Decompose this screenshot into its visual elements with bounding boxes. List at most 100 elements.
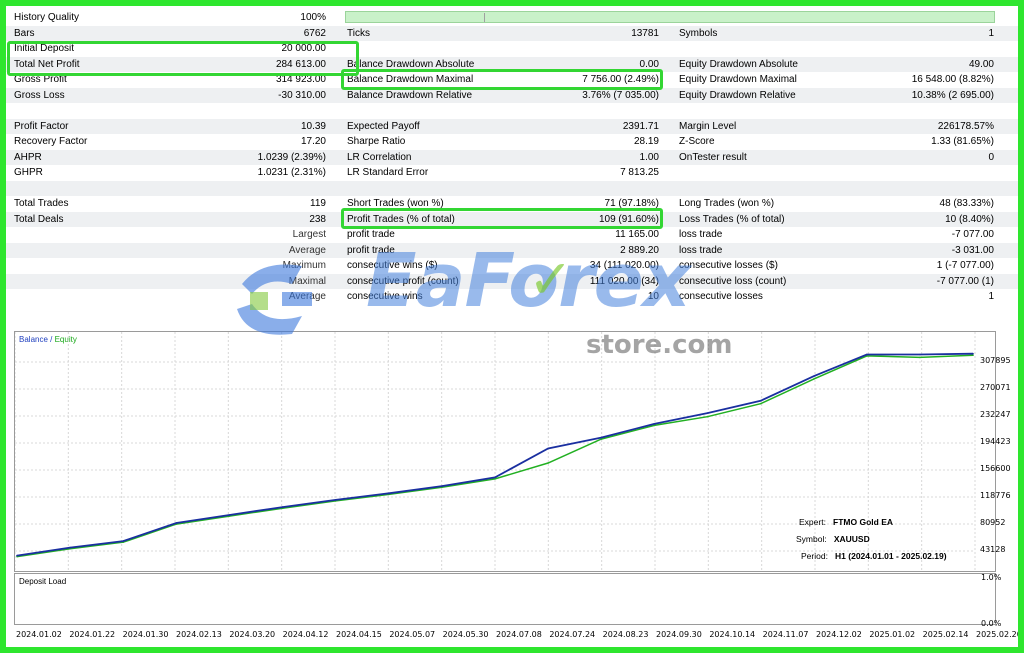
info-period: Period: H1 (2024.01.01 - 2025.02.19) [801, 551, 947, 561]
col3-value: 1 [988, 291, 994, 302]
x-tick-label: 2024.05.30 [442, 630, 489, 639]
col3-value: -7 077.00 (1) [936, 275, 994, 287]
col1-value: 284 613.00 [275, 58, 326, 70]
y-tick-label: 118776 [980, 491, 1011, 500]
col1-label: History Quality [14, 12, 80, 23]
y-tick-label: 270071 [980, 383, 1011, 392]
col2-value: 111 020.00 (34) [589, 275, 659, 287]
col1-label: Largest [292, 229, 326, 240]
balance-point [812, 375, 815, 377]
highlight-profit-trades [341, 208, 663, 229]
stats-row: Average consecutive wins 10 consecutive los… [6, 289, 1018, 305]
col1-label: Total Deals [14, 213, 64, 225]
stats-row [6, 103, 1018, 119]
highlight-balance-drawdown [341, 69, 663, 90]
balance-point [759, 400, 762, 402]
col1-label: Maximal [288, 275, 326, 287]
x-tick-label: 2025.02.14 [922, 630, 969, 639]
x-tick-label: 2024.01.22 [69, 630, 116, 639]
balance-point [653, 423, 656, 425]
equity-point [494, 478, 496, 480]
col3-value: 10.38% (2 695.00) [911, 89, 994, 101]
col2-value: 7 813.25 [620, 167, 659, 178]
col3-label: Equity Drawdown Maximal [679, 74, 797, 85]
y-tick-label: 43128 [980, 545, 1006, 554]
equity-point [653, 424, 656, 427]
col2-label: consecutive wins [347, 291, 423, 302]
col2-label: Ticks [347, 27, 370, 39]
x-tick-label: 2024.09.30 [656, 630, 702, 639]
period-value: H1 (2024.01.01 - 2025.02.19) [835, 551, 947, 561]
x-tick-label: 2024.07.24 [549, 630, 596, 639]
col3-label: Z-Score [679, 136, 715, 147]
col3-value: 16 548.00 (8.82%) [911, 74, 994, 85]
col3-label: Equity Drawdown Relative [679, 89, 796, 101]
symbol-value: XAUUSD [833, 534, 870, 544]
col2-value: 34 (111 020.00) [589, 260, 659, 271]
y-tick-label: 80952 [980, 518, 1006, 527]
x-tick-label: 2024.04.15 [336, 630, 382, 639]
col2-label: Short Trades (won %) [347, 198, 444, 209]
balance-point [69, 546, 71, 549]
col3-value: 48 (83.33%) [939, 198, 994, 209]
chart-legend: Balance / Equity [19, 335, 77, 344]
y-tick-label: 194423 [980, 437, 1011, 446]
col2-label: LR Correlation [347, 151, 412, 163]
col1-value: 1.0231 (2.31%) [257, 167, 326, 178]
highlight-deposit-profit [7, 41, 359, 76]
x-tick-label: 2024.03.20 [229, 630, 276, 639]
col1-label: Average [288, 291, 326, 302]
stats-row: Maximal consecutive profit (count) 111 020… [6, 273, 1018, 289]
col2-value: 7 756.00 (2.49%) [582, 74, 659, 85]
col3-value: 10 (8.40%) [945, 213, 994, 225]
balance-point [388, 492, 390, 495]
col2-value: 0.00 [639, 58, 659, 70]
col3-value: 1 [988, 27, 994, 39]
col2-label: Balance Drawdown Relative [347, 89, 473, 101]
col2-value: 109 (91.60%) [598, 213, 659, 225]
deposit-load-chart: Deposit Load [14, 573, 996, 625]
col1-label: Profit Factor [14, 120, 69, 132]
equity-point [919, 356, 921, 359]
col1-value: 119 [310, 198, 326, 209]
col3-value: 1.33 (81.65%) [931, 136, 994, 147]
col3-value: 49.00 [968, 58, 994, 70]
expert-label: Expert: [799, 517, 826, 527]
col2-value: 71 (97.18%) [604, 198, 659, 209]
deposit-load-title: Deposit Load [19, 577, 67, 586]
balance-point [494, 476, 496, 479]
balance-point [547, 447, 549, 450]
balance-point [228, 514, 231, 516]
balance-point [919, 353, 921, 356]
stats-row: Profit Factor 10.39 Expected Payoff 2391.71… [6, 118, 1018, 134]
balance-point [972, 352, 974, 355]
stats-row: Recovery Factor 17.20 Sharpe Ratio 28.19 Z-S… [6, 134, 1018, 150]
stats-row: GHPR 1.0231 (2.31%) LR Standard Error 7 813… [6, 165, 1018, 181]
col2-value: 3.76% (7 035.00) [582, 89, 659, 101]
x-tick-label: 2024.04.12 [282, 630, 329, 639]
x-tick-label: 2024.08.23 [602, 630, 649, 639]
col1-label: Total Net Profit [14, 58, 80, 70]
stats-row: Initial Deposit 20 000.00 [6, 41, 1018, 57]
legend-separator: / [47, 335, 55, 344]
col1-value: 17.20 [300, 136, 326, 147]
equity-point [812, 378, 815, 380]
col1-label: Initial Deposit [14, 43, 75, 54]
stats-row: History Quality 100% [6, 10, 1018, 26]
col1-value: -30 310.00 [278, 89, 326, 101]
legend-balance: Balance [19, 335, 48, 344]
x-tick-label: 2024.10.14 [709, 630, 756, 639]
balance-point [866, 353, 868, 356]
col2-label: Balance Drawdown Absolute [347, 58, 475, 70]
stats-row: Gross Loss -30 310.00 Balance Drawdown Rel… [6, 87, 1018, 103]
equity-point [972, 354, 974, 356]
balance-point [16, 554, 18, 557]
col3-value: 226178.57% [937, 120, 994, 132]
stats-row: Total Deals 238 Profit Trades (% of total)… [6, 211, 1018, 227]
col1-label: AHPR [14, 151, 42, 163]
col3-label: Long Trades (won %) [679, 198, 775, 209]
col2-label: profit trade [347, 244, 395, 256]
col1-value: 100% [300, 12, 326, 23]
y-tick-label: 307895 [980, 356, 1011, 365]
stats-row [6, 180, 1018, 196]
